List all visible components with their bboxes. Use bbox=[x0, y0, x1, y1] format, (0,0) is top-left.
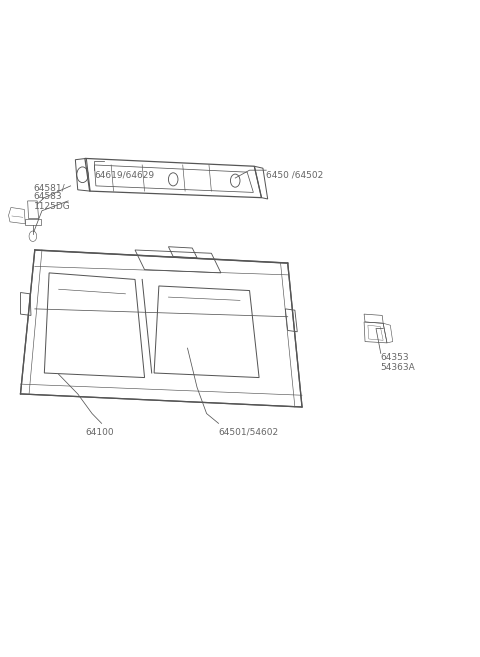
Text: 6450 /64502: 6450 /64502 bbox=[266, 170, 324, 179]
Text: 64581/: 64581/ bbox=[34, 183, 65, 193]
Text: 64501/54602: 64501/54602 bbox=[218, 428, 279, 437]
Text: 64100: 64100 bbox=[85, 428, 114, 437]
Text: 1125DG: 1125DG bbox=[34, 202, 71, 212]
Text: 64619/64629: 64619/64629 bbox=[95, 170, 155, 179]
Text: 64353: 64353 bbox=[381, 353, 409, 363]
Text: 64583: 64583 bbox=[34, 193, 62, 202]
Text: 54363A: 54363A bbox=[381, 363, 416, 372]
